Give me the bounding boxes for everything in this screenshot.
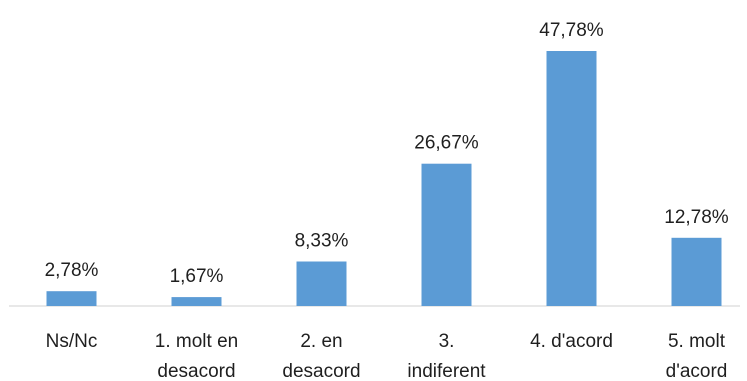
category-label-2-line-1: desacord (282, 361, 360, 381)
bar-2 (296, 261, 347, 306)
category-label-0-line-0: Ns/Nc (46, 331, 98, 352)
category-label-5-line-0: 5. molt (668, 331, 726, 352)
category-label-3-line-0: 3. (439, 331, 455, 352)
bar-group (46, 51, 722, 306)
category-label-3-line-1: indiferent (407, 361, 486, 381)
data-label-4: 47,78% (539, 20, 604, 41)
category-label-5-line-1: d'acord (666, 361, 728, 381)
category-label-group: Ns/Nc 1. molt en desacord 2. en desacord 3. in… (46, 331, 728, 381)
category-label-4-line-0: 4. d'acord (530, 331, 613, 352)
category-label-1-line-1: desacord (157, 361, 235, 381)
data-label-3: 26,67% (414, 133, 479, 154)
bar-5 (671, 237, 722, 306)
data-label-5: 12,78% (664, 207, 729, 228)
bar-0 (46, 291, 97, 306)
category-label-4: 4. d'acord (530, 331, 613, 352)
data-label-0: 2,78% (45, 260, 99, 281)
category-label-2: 2. en desacord (282, 331, 360, 381)
category-label-1: 1. molt en desacord (155, 331, 238, 381)
data-label-1: 1,67% (170, 266, 224, 287)
bar-1 (171, 297, 222, 306)
bar-3 (421, 163, 472, 306)
bar-4 (546, 51, 597, 306)
category-label-5: 5. molt d'acord (666, 331, 728, 381)
category-label-0: Ns/Nc (46, 331, 98, 352)
data-label-2: 8,33% (295, 231, 349, 252)
data-label-group: 2,78% 1,67% 8,33% 26,67% 47,78% 12,78% (45, 20, 729, 287)
category-label-3: 3. indiferent (407, 331, 486, 381)
category-label-1-line-0: 1. molt en (155, 331, 238, 352)
category-label-2-line-0: 2. en (300, 331, 342, 352)
